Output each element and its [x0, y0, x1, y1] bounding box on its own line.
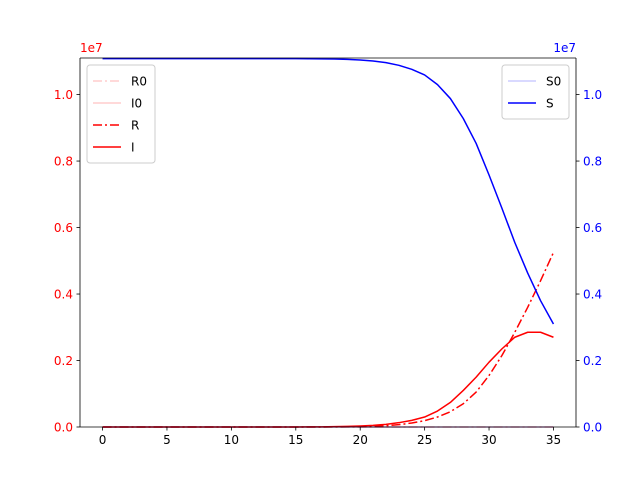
y-right-tick-label: 0.6: [583, 221, 602, 235]
y-right-tick-label: 0.8: [583, 154, 602, 168]
y-right-tick-label: 0.4: [583, 287, 602, 301]
series-line-s: [102, 57, 555, 325]
x-tick-label: 5: [163, 433, 171, 447]
y-left-tick-label: 1.0: [54, 88, 73, 102]
axes-layer: 0 5 10 15 20 25 30 35 0.0 0.2 0.4 0.6 0.8 1.0 0.0 0.2 0.…: [54, 57, 602, 447]
y-right-tick-label: 1.0: [583, 88, 602, 102]
y-left-tick-label: 0.2: [54, 354, 73, 368]
x-tick-label: 0: [99, 433, 107, 447]
y-left-tick-label: 0.6: [54, 221, 73, 235]
legend-label-i0: I0: [131, 96, 142, 110]
legend-label-s0: S0: [546, 74, 561, 88]
x-tick-label: 25: [417, 433, 432, 447]
right-axis-offset-label: 1e7: [553, 41, 576, 55]
y-right-tick-label: 0.0: [583, 420, 602, 434]
series-line-r: [102, 252, 555, 428]
legend-frame: [86, 64, 156, 164]
legend-right: S0 S: [501, 64, 570, 120]
x-tick-label: 10: [224, 433, 239, 447]
legend-left: R0 I0 RI: [86, 64, 156, 164]
legend-label-r0: R0: [131, 74, 147, 88]
y-left-tick-label: 0.0: [54, 420, 73, 434]
legend-frame: [501, 64, 570, 120]
y-right-tick-label: 0.2: [583, 354, 602, 368]
series-layer: [102, 57, 555, 428]
legend-label-r: R: [131, 118, 139, 132]
x-tick-label: 35: [546, 433, 561, 447]
y-left-tick-label: 0.8: [54, 154, 73, 168]
x-tick-label: 30: [481, 433, 496, 447]
y-left-tick-label: 0.4: [54, 287, 73, 301]
legend-label-i: I: [131, 140, 135, 154]
x-tick-label: 20: [353, 433, 368, 447]
x-tick-label: 15: [288, 433, 303, 447]
left-axis-offset-label: 1e7: [80, 41, 103, 55]
legend-label-s: S: [546, 96, 554, 110]
